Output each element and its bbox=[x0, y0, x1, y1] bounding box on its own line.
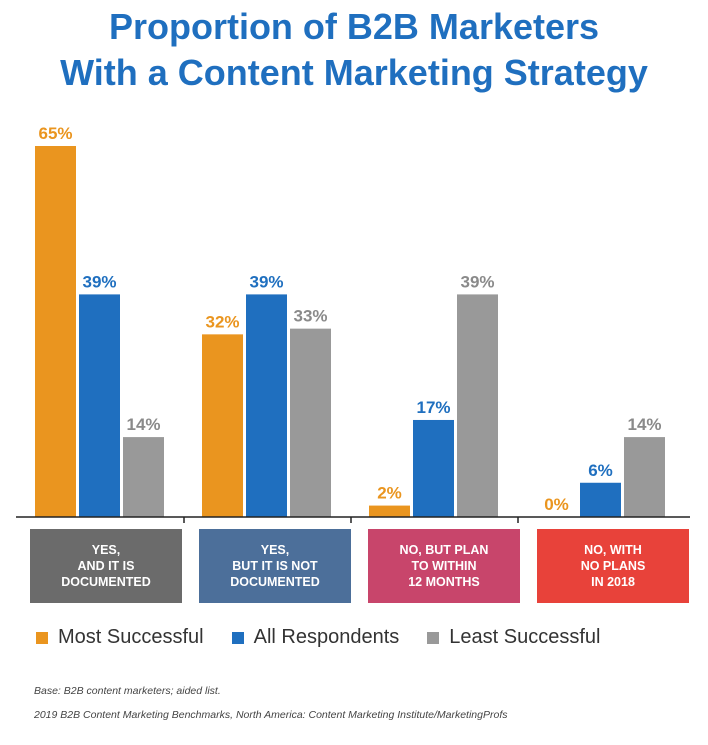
data-label-least-successful-cat-0: 14% bbox=[126, 415, 160, 434]
bar-least-successful-cat-3 bbox=[624, 437, 665, 517]
category-box-no-plans-2018: NO, WITH NO PLANS IN 2018 bbox=[537, 529, 689, 603]
bar-least-successful-cat-1 bbox=[290, 328, 331, 517]
category-box-no-plan-within-12-months: NO, BUT PLAN TO WITHIN 12 MONTHS bbox=[368, 529, 520, 603]
data-label-most-successful-cat-2: 2% bbox=[377, 484, 402, 503]
legend-swatch-most-successful bbox=[36, 631, 48, 644]
bar-group bbox=[35, 146, 665, 517]
bar-chart: 65% 39% 14% 32% 39% 33% 2% 17% 39% 0% 6% 14% bbox=[16, 124, 690, 523]
data-label-most-successful-cat-3: 0% bbox=[544, 495, 569, 514]
bar-all-respondents-cat-3 bbox=[580, 482, 621, 517]
source-note: 2019 B2B Content Marketing Benchmarks, N… bbox=[34, 709, 508, 721]
data-label-least-successful-cat-1: 33% bbox=[293, 307, 327, 326]
data-label-all-respondents-cat-1: 39% bbox=[249, 272, 283, 291]
chart-title-line-2: With a Content Marketing Strategy bbox=[60, 52, 648, 93]
data-label-least-successful-cat-3: 14% bbox=[627, 415, 661, 434]
legend-label-least-successful: Least Successful bbox=[449, 626, 601, 648]
data-label-all-respondents-cat-3: 6% bbox=[588, 461, 613, 480]
category-box-yes-documented: YES, AND IT IS DOCUMENTED bbox=[30, 529, 182, 603]
bar-all-respondents-cat-0 bbox=[79, 294, 120, 517]
x-axis-ticks bbox=[183, 517, 519, 523]
legend-item-most-successful: Most Successful bbox=[36, 626, 204, 649]
bar-most-successful-cat-2 bbox=[369, 505, 410, 517]
data-label-all-respondents-cat-2: 17% bbox=[416, 398, 450, 417]
bar-least-successful-cat-0 bbox=[123, 437, 164, 517]
category-box-yes-not-documented: YES, BUT IT IS NOT DOCUMENTED bbox=[199, 529, 351, 603]
data-label-all-respondents-cat-0: 39% bbox=[82, 272, 116, 291]
base-note: Base: B2B content marketers; aided list. bbox=[34, 685, 221, 697]
legend-item-all-respondents: All Respondents bbox=[231, 626, 400, 649]
chart-title: Proportion of B2B Marketers With a Conte… bbox=[0, 4, 708, 96]
legend-item-least-successful: Least Successful bbox=[427, 626, 600, 649]
data-label-most-successful-cat-0: 65% bbox=[38, 124, 72, 143]
bar-all-respondents-cat-1 bbox=[246, 294, 287, 517]
data-label-least-successful-cat-2: 39% bbox=[460, 272, 494, 291]
legend: Most Successful All Respondents Least Su… bbox=[36, 626, 628, 649]
bar-least-successful-cat-2 bbox=[457, 294, 498, 517]
chart-title-line-1: Proportion of B2B Marketers bbox=[108, 6, 600, 47]
legend-label-most-successful: Most Successful bbox=[58, 626, 204, 648]
data-label-group: 65% 39% 14% 32% 39% 33% 2% 17% 39% 0% 6% 14% bbox=[38, 124, 661, 514]
legend-swatch-all-respondents bbox=[231, 631, 244, 644]
data-label-most-successful-cat-1: 32% bbox=[205, 312, 239, 331]
bar-most-successful-cat-1 bbox=[202, 334, 243, 517]
bar-all-respondents-cat-2 bbox=[413, 419, 454, 517]
legend-label-all-respondents: All Respondents bbox=[253, 626, 400, 648]
legend-swatch-least-successful bbox=[427, 631, 440, 644]
bar-most-successful-cat-0 bbox=[35, 146, 76, 517]
